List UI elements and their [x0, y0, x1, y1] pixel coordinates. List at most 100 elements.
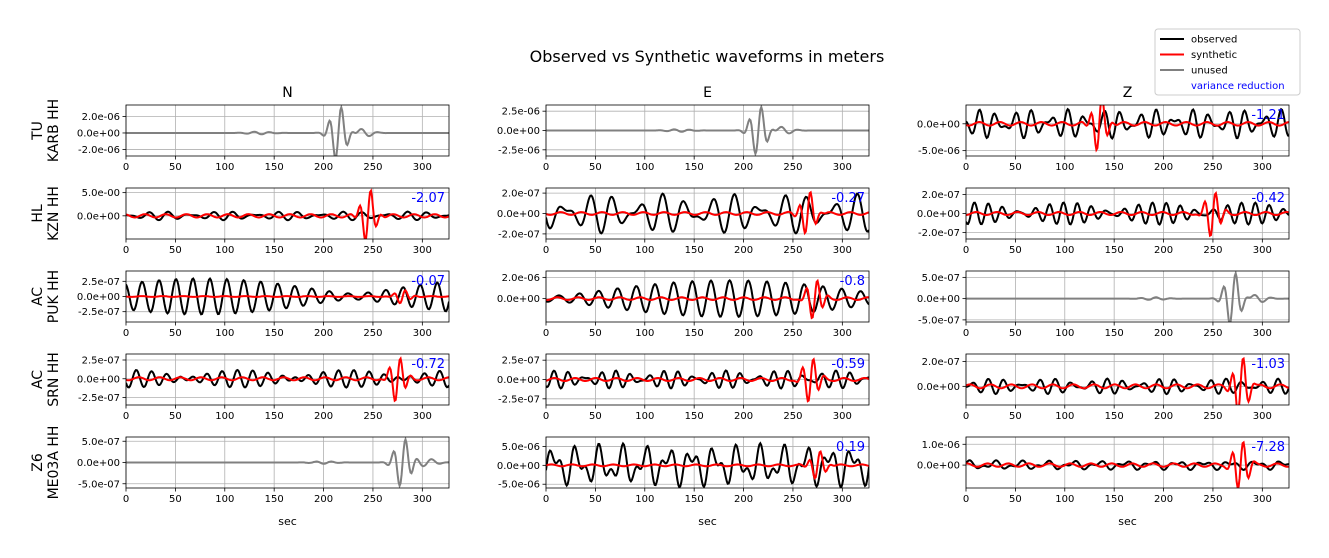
- observed-trace: [126, 210, 449, 222]
- waveform-panel: 0 50 100 150 200 250 300 1.0e-06 0.0e+00 -7.28: [917, 436, 1290, 505]
- unused-trace: [546, 105, 869, 156]
- panel-frame: [965, 270, 1290, 323]
- y-tick-label: 2.0e-07: [922, 357, 960, 368]
- waveform-panel: 0 50 100 150 200 250 300 5.0e-07 0.0e+00 -5.0e-07: [77, 436, 450, 505]
- legend-label: variance reduction: [1191, 81, 1285, 92]
- x-tick-label: 250: [1203, 245, 1222, 256]
- panel-frame: [965, 187, 1290, 240]
- x-tick-label: 250: [363, 162, 382, 173]
- variance-reduction-label: -0.8: [840, 274, 865, 289]
- x-tick-label: 50: [1009, 328, 1022, 339]
- x-tick-label: 200: [1154, 162, 1173, 173]
- x-tick-label: 300: [1253, 245, 1272, 256]
- synthetic-trace: [546, 190, 869, 236]
- x-tick-label: 250: [363, 494, 382, 505]
- x-tick-label: 0: [543, 245, 549, 256]
- x-tick-label: 300: [413, 494, 432, 505]
- waveform-panel: 0 50 100 150 200 250 300 5.0e-00 0.0e+00 -2.07: [77, 187, 450, 256]
- x-tick-label: 50: [589, 411, 602, 422]
- x-tick-label: 300: [413, 245, 432, 256]
- unused-trace: [126, 105, 449, 156]
- x-tick-label: 150: [265, 245, 284, 256]
- y-tick-label: 5.0e-07: [922, 273, 960, 284]
- station-code: KZN HH: [46, 186, 62, 241]
- waveform-panel: 0 50 100 150 200 250 300 2.0e-07 0.0e+00 -2.0e-07…: [917, 187, 1290, 256]
- x-tick-label: 250: [1203, 162, 1222, 173]
- x-tick-label: 50: [589, 328, 602, 339]
- x-tick-label: 250: [1203, 494, 1222, 505]
- x-tick-label: 0: [963, 494, 969, 505]
- panel-frame: [125, 353, 450, 406]
- x-tick-label: 50: [1009, 245, 1022, 256]
- x-tick-label: 250: [363, 245, 382, 256]
- legend-label: synthetic: [1191, 50, 1237, 61]
- x-tick-label: 250: [783, 328, 802, 339]
- panel-frame: [965, 353, 1290, 406]
- variance-reduction-label: -0.42: [1251, 191, 1285, 206]
- x-tick-label: 250: [1203, 328, 1222, 339]
- observed-trace: [126, 277, 449, 316]
- x-tick-label: 150: [265, 162, 284, 173]
- x-tick-label: 0: [123, 411, 129, 422]
- x-tick-label: 250: [783, 494, 802, 505]
- y-tick-label: 2.0e-07: [502, 189, 540, 200]
- waveform-panel: 0 50 100 150 200 250 300 2.0e-06 0.0e+00 -0.8: [497, 270, 870, 339]
- panel-frame: [545, 104, 870, 157]
- variance-reduction-label: -7.28: [1251, 440, 1285, 455]
- network-code: TU: [30, 121, 46, 141]
- x-tick-label: 50: [169, 162, 182, 173]
- observed-trace: [546, 279, 869, 318]
- x-tick-label: 250: [363, 411, 382, 422]
- waveform-panel: 0 50 100 150 200 250 300 5.0e-06 0.0e+00 -5.0e-06…: [497, 436, 870, 505]
- y-tick-label: 0.0e+00: [77, 292, 120, 303]
- y-tick-label: 2.0e-07: [922, 190, 960, 201]
- x-tick-label: 150: [685, 245, 704, 256]
- x-tick-label: 150: [685, 411, 704, 422]
- synthetic-trace: [546, 449, 869, 480]
- x-tick-label: 300: [833, 328, 852, 339]
- waveform-panel: 0 50 100 150 200 250 300 2.5e-06 0.0e+00 -2.5e-06: [497, 104, 870, 173]
- x-tick-label: 200: [314, 411, 333, 422]
- panel-frame: [965, 436, 1290, 489]
- y-tick-label: -2.5e-07: [78, 393, 120, 404]
- network-code: HL: [30, 204, 46, 223]
- waveform-panel: 0 50 100 150 200 250 300 2.5e-07 0.0e+00 -2.5e-07…: [497, 353, 870, 422]
- x-axis-label: sec: [278, 515, 297, 528]
- y-tick-label: 0.0e+00: [77, 374, 120, 385]
- y-tick-label: 2.0e-06: [82, 112, 120, 123]
- x-tick-label: 0: [543, 494, 549, 505]
- panel-frame: [545, 270, 870, 323]
- y-tick-label: 0.0e+00: [497, 126, 540, 137]
- column-title: N: [282, 85, 292, 101]
- variance-reduction-label: -0.07: [411, 274, 445, 289]
- x-tick-label: 50: [1009, 494, 1022, 505]
- x-tick-label: 100: [215, 162, 234, 173]
- y-tick-label: 1.0e-06: [922, 440, 960, 451]
- x-tick-label: 150: [1105, 494, 1124, 505]
- panel-frame: [965, 104, 1290, 157]
- waveform-panel: 0 50 100 150 200 250 300 2.5e-07 0.0e+00 -2.5e-07…: [77, 353, 450, 422]
- x-tick-label: 50: [169, 411, 182, 422]
- synthetic-trace: [966, 190, 1289, 238]
- x-tick-label: 0: [963, 328, 969, 339]
- panel-grid: 0 50 100 150 200 250 300 2.0e-06 0.0e+00 -2.0e-06…: [30, 85, 1290, 528]
- unused-trace: [966, 271, 1289, 322]
- x-tick-label: 150: [1105, 328, 1124, 339]
- x-axis-label: sec: [1118, 515, 1137, 528]
- x-tick-label: 150: [265, 411, 284, 422]
- x-tick-label: 50: [589, 494, 602, 505]
- x-tick-label: 200: [1154, 494, 1173, 505]
- station-label: HL KZN HH: [30, 186, 62, 241]
- waveform-panel: 0 50 100 150 200 250 300 5.0e-07 0.0e+00 -5.0e-07: [917, 270, 1290, 339]
- x-tick-label: 150: [685, 328, 704, 339]
- waveform-panel: 0 50 100 150 200 250 300 2.0e-07 0.0e+00 -1.03: [917, 353, 1290, 422]
- y-tick-label: -2.0e-07: [918, 228, 960, 239]
- x-tick-label: 0: [963, 245, 969, 256]
- x-tick-label: 100: [1055, 411, 1074, 422]
- x-tick-label: 0: [123, 328, 129, 339]
- waveform-panel: 0 50 100 150 200 250 300 2.5e-07 0.0e+00 -2.5e-07…: [77, 270, 450, 339]
- x-tick-label: 300: [833, 494, 852, 505]
- y-tick-label: 0.0e+00: [497, 375, 540, 386]
- x-tick-label: 250: [783, 162, 802, 173]
